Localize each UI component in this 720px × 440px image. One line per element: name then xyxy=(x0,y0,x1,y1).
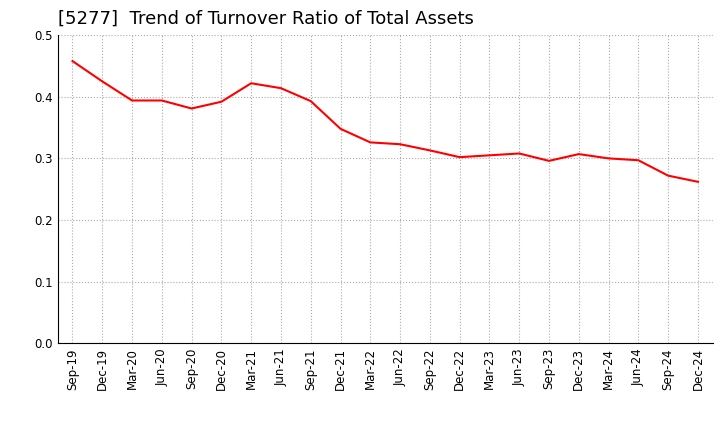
Text: [5277]  Trend of Turnover Ratio of Total Assets: [5277] Trend of Turnover Ratio of Total … xyxy=(58,10,474,28)
